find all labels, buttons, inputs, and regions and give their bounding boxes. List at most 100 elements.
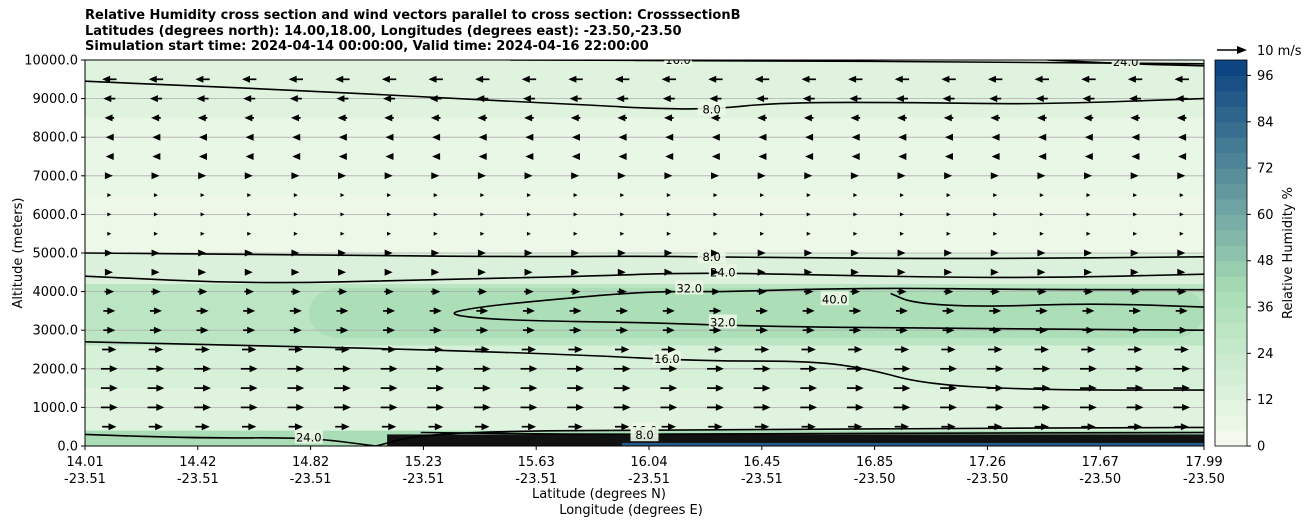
wind-arrow-17-18 [940,403,957,411]
wind-arrowhead [197,114,206,122]
wind-arrow-2-20 [1037,114,1047,122]
contour-line-5 [453,290,1204,331]
wind-arrowhead [995,384,1004,392]
wind-arrowhead [897,268,906,276]
wind-arrowhead [895,95,904,103]
wind-arrow-0-9 [521,75,537,83]
wind-arrowhead [571,268,580,276]
wind-arrowhead [151,172,160,180]
wind-arrowhead [153,212,158,217]
wind-arrowhead [245,133,254,141]
wind-arrowhead [293,212,298,217]
wind-arrowhead [481,346,490,353]
wind-arrow-13-0 [103,326,116,334]
wind-arrowhead [944,133,953,141]
wind-arrowhead [1182,384,1191,392]
wind-arrow-12-23 [1175,307,1188,315]
wind-arrow-12-0 [103,307,116,315]
wind-arrow-7-14 [760,212,765,217]
wind-arrowhead [854,423,863,431]
wind-arrowhead [760,326,769,334]
title-line-2: Latitudes (degrees north): 14.00,18.00, … [85,23,682,39]
wind-arrow-1-15 [802,95,815,103]
wind-arrowhead [293,231,298,236]
wind-arrow-12-4 [289,307,302,315]
wind-arrowhead [617,249,626,257]
wind-arrow-5-1 [151,172,160,180]
wind-arrowhead [476,95,485,103]
wind-arrow-13-9 [522,326,535,334]
wind-arrowhead [711,172,720,180]
wind-arrowhead [948,403,957,411]
x-tick-lat-7: 16.85 [856,455,893,470]
wind-arrowhead [991,133,1000,141]
x-tick-lat-8: 17.26 [969,455,1006,470]
wind-arrow-4-23 [1178,153,1187,160]
wind-arrow-12-7 [429,307,442,315]
wind-arrow-8-2 [200,231,205,236]
wind-arrowhead [850,114,859,122]
wind-arrowhead [1182,403,1191,411]
y-axis-label: Altitude (meters) [11,198,26,309]
wind-arrowhead [807,346,816,353]
wind-arrow-0-19 [987,75,1003,83]
wind-arrow-15-22 [1126,365,1144,373]
wind-arrow-9-17 [897,249,906,257]
wind-arrowhead [990,172,999,180]
wind-arrowhead [664,268,673,276]
colorbar-swatch-6 [1215,337,1247,354]
wind-arrowhead [248,346,257,353]
wind-arrow-12-1 [149,307,162,315]
wind-arrow-14-0 [102,346,117,353]
quiver-key-arrowhead [1237,46,1247,54]
wind-arrowhead [384,114,393,122]
wind-arrow-1-0 [103,95,116,103]
wind-arrow-8-23 [1179,231,1184,236]
wind-arrowhead [1086,212,1091,217]
wind-arrow-1-4 [289,95,302,103]
wind-arrowhead [1131,153,1140,160]
x-tick-lat-4: 15.63 [518,455,555,470]
y-tick-label-9: 9000.0 [33,92,79,107]
wind-arrow-9-5 [338,249,347,257]
wind-arrowhead [573,326,582,334]
wind-arrow-13-11 [616,326,629,334]
wind-arrow-1-13 [709,95,722,103]
wind-arrow-15-2 [194,365,211,373]
wind-arrowhead [291,114,300,122]
wind-arrowhead [340,193,345,198]
wind-arrowhead [291,268,300,276]
wind-arrow-0-16 [848,75,863,83]
wind-arrow-5-5 [338,172,347,180]
wind-arrowhead [389,384,398,392]
wind-arrow-0-1 [148,75,164,83]
colorbar-swatch-1 [1215,415,1247,432]
wind-arrow-7-20 [1039,212,1044,217]
wind-arrowhead [526,231,531,236]
wind-arrowhead [990,249,999,257]
wind-arrowhead [666,307,675,315]
wind-arrowhead [431,172,440,180]
wind-arrow-10-20 [1037,268,1046,276]
wind-arrowhead [757,249,766,257]
wind-arrowhead [155,346,164,353]
wind-arrow-7-9 [526,212,531,217]
wind-arrow-11-16 [850,288,861,296]
wind-arrow-2-5 [337,114,348,122]
x-tick-lon-2: -23.51 [290,472,332,487]
colorbar-swatch-8 [1215,307,1247,323]
y-tick-label-5: 5000.0 [33,247,79,262]
wind-arrowhead [340,231,345,236]
wind-arrow-2-13 [710,114,721,122]
contour-line-8 [85,340,1204,391]
wind-arrowhead [946,307,955,315]
wind-arrowhead [1083,114,1092,122]
wind-arrowhead [479,288,488,296]
contour-line-6 [722,287,1204,293]
wind-arrow-14-18 [941,346,956,353]
wind-arrow-14-5 [335,346,350,353]
wind-arrowhead [850,172,859,180]
colorbar-swatch-10 [1215,276,1247,293]
contour-line-3 [85,252,1204,260]
wind-arrow-17-7 [427,403,445,411]
